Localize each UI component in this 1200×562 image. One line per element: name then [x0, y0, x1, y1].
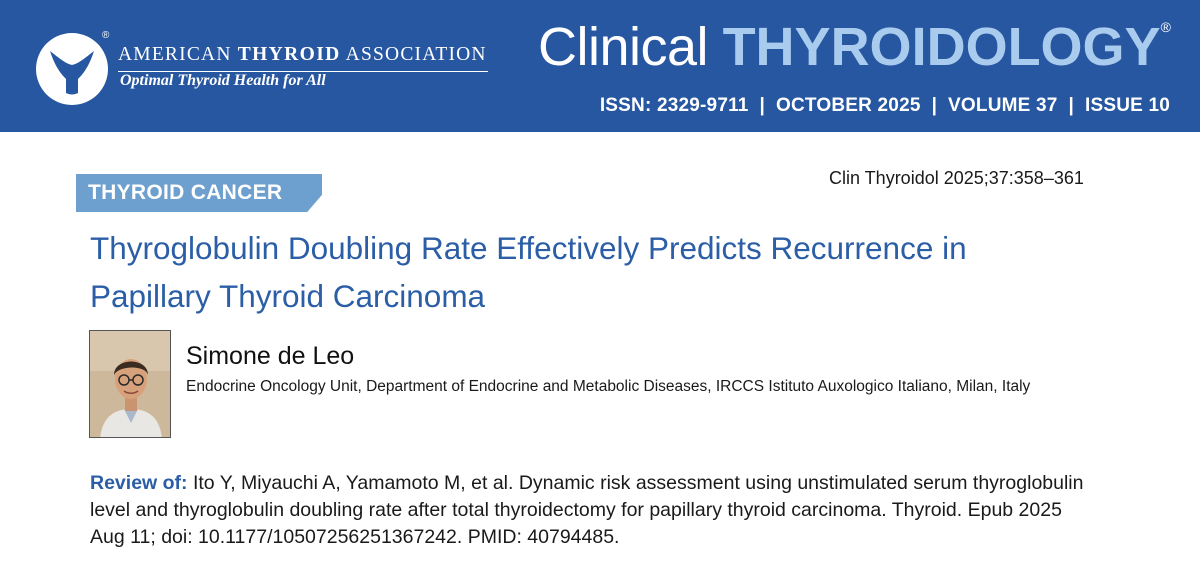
review-label: Review of: — [90, 472, 188, 494]
ata-logo-icon[interactable] — [36, 33, 108, 105]
journal-title-strong: THYROIDOLOGY — [722, 17, 1161, 77]
org-registered-mark: ® — [102, 30, 110, 41]
journal-title-plain: Clinical — [538, 17, 723, 77]
article-title: Thyroglobulin Doubling Rate Effectively … — [90, 230, 967, 314]
author-photo — [89, 330, 171, 438]
author-name: Simone de Leo — [186, 342, 355, 370]
org-name-prefix: AMERICAN — [118, 44, 238, 65]
header-banner: ® AMERICAN THYROID ASSOCIATION Optimal T… — [0, 0, 1200, 132]
journal-title[interactable]: Clinical THYROIDOLOGY® — [538, 14, 1171, 80]
org-name[interactable]: AMERICAN THYROID ASSOCIATION — [118, 44, 488, 72]
journal-registered-mark: ® — [1160, 19, 1171, 35]
review-text: Ito Y, Miyauchi A, Yamamoto M, et al. Dy… — [90, 472, 1084, 548]
citation: Clin Thyroidol 2025;37:358–361 — [829, 168, 1084, 188]
org-name-bold: THYROID — [237, 44, 341, 65]
org-tagline: Optimal Thyroid Health for All — [120, 72, 326, 89]
issue-info: ISSN: 2329-9711 | OCTOBER 2025 | VOLUME … — [599, 95, 1170, 116]
section-tag: THYROID CANCER — [76, 174, 322, 212]
org-name-suffix: ASSOCIATION — [340, 44, 487, 65]
review-citation: Review of: Ito Y, Miyauchi A, Yamamoto M… — [90, 470, 1090, 551]
author-affiliation: Endocrine Oncology Unit, Department of E… — [186, 378, 1031, 395]
